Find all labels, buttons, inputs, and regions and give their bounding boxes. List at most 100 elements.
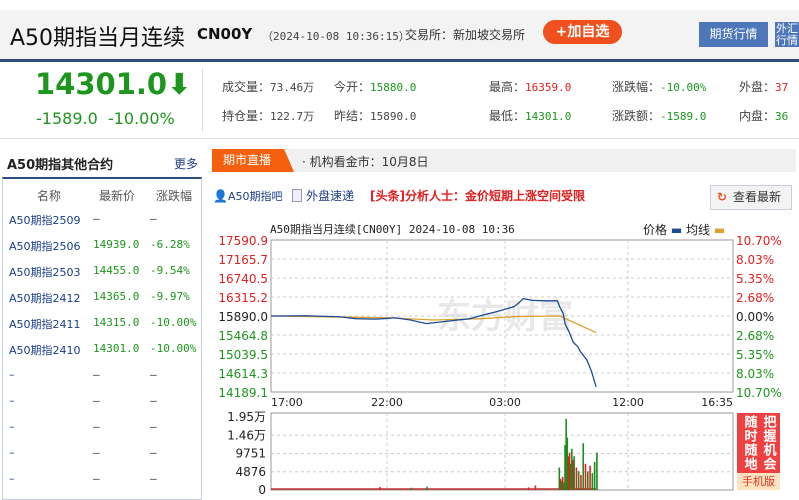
legend-avg: 均线 [686,223,711,237]
contract-change: -9.97% [150,290,190,303]
contract-price: – [93,420,100,433]
quote-field: 涨跌幅：-10.00% [612,78,706,95]
field-value: -1589.0 [660,110,707,123]
contract-row[interactable]: A50期指2509– – [3,206,201,232]
quote-field: 涨跌额：-1589.0 [612,107,706,124]
volume-bar [560,480,563,490]
mobile-promo-banner: 把握机会 随时随地 [737,413,780,473]
volume-bar [573,456,575,490]
field-value: 36 [775,110,789,123]
field-value: -10.00% [660,81,707,94]
field-value: 16359.0 [525,81,572,94]
news-doc-icon [292,189,303,202]
contract-row[interactable]: A50期指2506 14939.0 -6.28% [3,232,201,258]
pct-tick: 5.35% [736,348,774,362]
contract-row[interactable]: – – – [3,414,201,440]
down-arrow-icon: ⬇ [167,67,192,101]
contract-name[interactable]: A50期指2412 [9,292,81,305]
news-link[interactable]: · 机构看金市：10月8日 [302,155,429,169]
mobile-promo[interactable]: 把握机会 随时随地 手机版 [737,413,780,490]
change-pct: -10.00% [107,109,175,128]
last-price-value: 14301.0 [35,67,168,101]
futures-quotes-button[interactable]: 期货行情 [699,22,768,47]
field-label: 成交量： [222,80,271,94]
price-tick: 14614.3 [218,367,268,381]
contract-name[interactable]: – [9,368,15,381]
volume-bar [572,460,574,490]
contract-row[interactable]: A50期指2411 14315.0 -10.00% [3,310,201,336]
volume-bar [582,443,585,490]
volume-bar [410,487,413,490]
chart-legend: 价格 ▬ 均线 ▬ [643,221,725,238]
field-label: 今开： [334,80,371,94]
refresh-label: 查看最新 [733,190,782,204]
contract-name[interactable]: A50期指2503 [9,266,81,279]
quote-field: 最高：16359.0 [489,78,571,95]
contract-name[interactable]: – [9,446,15,459]
contract-name[interactable]: – [9,420,15,433]
price-tick: 17165.7 [218,253,268,267]
pct-tick: 5.35% [736,272,774,286]
volume-tick: 4876 [235,465,266,479]
add-watchlist-button[interactable]: +加自选 [543,20,622,44]
contract-row[interactable]: – – – [3,466,201,492]
contract-row[interactable]: A50期指2503 14455.0 -9.54% [3,258,201,284]
contract-price: – [93,212,100,225]
field-value: 37 [775,81,789,94]
contract-row[interactable]: – – – [3,440,201,466]
quote-field: 成交量：73.46万 [222,78,314,95]
more-link[interactable]: 更多 [174,157,199,171]
page-title: A50期指当月连续 [10,26,186,51]
refresh-button[interactable]: ↻ 查看最新 [710,185,792,210]
time-tick: 12:00 [612,396,644,409]
volume-bar [564,445,566,490]
volume-bar [569,463,572,490]
contract-change: – [150,420,157,433]
pct-tick: 2.68% [736,329,774,343]
contract-name[interactable]: A50期指2410 [9,344,81,357]
time-tick: 03:00 [489,396,521,409]
volume-bar [534,485,537,490]
last-price: 14301.0⬇ [35,67,191,101]
contract-row[interactable]: A50期指2410 14301.0 -10.00% [3,336,201,362]
time-tick: 22:00 [371,396,403,409]
quote-field: 昨结：15890.0 [334,107,416,124]
field-value: 15890.0 [370,110,417,123]
contract-row[interactable]: A50期指2412 14365.0 -9.97% [3,284,201,310]
forum-link[interactable]: A50期指吧 [227,190,283,203]
other-contracts-title: A50期指其他合约 [7,158,114,173]
contract-price: 14939.0 [93,238,140,251]
volume-tick: 1.95万 [227,410,266,424]
contract-row[interactable]: – – – [3,388,201,414]
field-value: 15880.0 [370,81,417,94]
headline-link[interactable]: [头条]分析人士：金价短期上涨空间受限 [369,189,585,203]
field-value: 122.7万 [270,110,315,123]
quote-field: 最低：14301.0 [489,107,571,124]
contract-price: – [93,394,100,407]
contract-name[interactable]: A50期指2506 [9,240,81,253]
forex-quotes-button[interactable]: 外汇行情 [775,22,799,47]
quote-field: 持仓量：122.7万 [222,107,314,124]
overseas-news-link[interactable]: 外盘速递 [306,189,355,203]
contract-name[interactable]: – [9,394,15,407]
news-bar [212,149,796,172]
volume-bar [589,465,591,490]
legend-price: 价格 [643,223,668,237]
field-label: 持仓量： [222,109,271,123]
tab-live[interactable]: 期市直播 [212,149,294,172]
time-tick: 17:00 [271,396,303,409]
contract-change: – [150,368,157,381]
field-label: 外盘： [739,80,776,94]
legend-price-swatch: ▬ [670,223,683,237]
quote-field: 今开：15880.0 [334,78,416,95]
contract-name[interactable]: A50期指2509 [9,214,81,227]
promo-line1: 把握机会 [760,415,776,471]
volume-bar [575,467,578,490]
contract-row[interactable]: – – – [3,362,201,388]
pct-tick: 10.70% [736,386,782,400]
volume-bar [426,486,428,490]
contract-change: -10.00% [150,342,197,355]
contract-name[interactable]: – [9,472,15,485]
contract-name[interactable]: A50期指2411 [9,318,81,331]
